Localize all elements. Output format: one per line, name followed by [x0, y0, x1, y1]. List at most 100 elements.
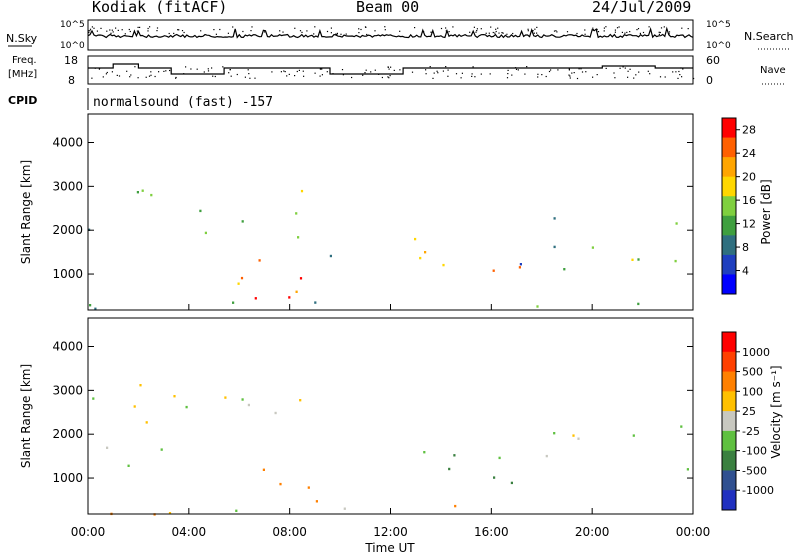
noise-dot — [596, 28, 598, 30]
nave-dot — [378, 73, 380, 75]
colorbar-segment — [722, 371, 736, 392]
nave-dot — [212, 75, 214, 77]
nave-dot — [672, 71, 674, 73]
noise-dot — [576, 32, 578, 35]
colorbar-segment — [722, 430, 736, 452]
freq-panel-frame — [87, 55, 694, 85]
nave-dot — [137, 77, 139, 79]
noise-dot — [490, 26, 492, 28]
noise-dot — [91, 26, 93, 28]
nave-dot — [390, 66, 392, 68]
noise-dot — [330, 32, 332, 34]
nave-dot — [664, 76, 666, 78]
echo-cell — [442, 263, 445, 267]
noise-dot — [340, 33, 342, 35]
echo-cell — [139, 384, 142, 387]
noise-dot — [423, 31, 425, 33]
nave-dot — [183, 73, 185, 75]
noise-dot — [299, 30, 302, 32]
nave-dot — [244, 76, 246, 78]
nave-dot — [314, 72, 316, 74]
noise-dot — [512, 32, 514, 35]
noise-dot — [614, 29, 616, 31]
nave-dot — [228, 72, 230, 74]
beam-title: Beam 00 — [356, 0, 420, 16]
nave-dot — [207, 70, 210, 72]
echo-cell — [297, 236, 300, 239]
noise-dot — [110, 32, 112, 34]
nave-dot — [169, 69, 171, 72]
colorbar-tick-label: 25 — [742, 405, 756, 418]
noise-dot — [121, 29, 123, 31]
nave-dot — [619, 67, 621, 69]
noise-dot — [366, 33, 368, 36]
colorbar-segment — [722, 254, 736, 275]
nave-dot — [569, 75, 571, 77]
noise-dot — [139, 26, 141, 28]
nave-dot — [207, 68, 209, 70]
colorbar-tick-label: 8 — [742, 241, 749, 254]
nave-dot — [248, 73, 250, 75]
x-tick-label: 00:00 — [676, 525, 711, 539]
nave-dot — [283, 70, 285, 72]
nave-dot — [507, 73, 509, 75]
freq-left-tick-top: 18 — [64, 54, 78, 67]
nave-dot — [429, 66, 431, 68]
colorbar-tick-label: -100 — [742, 445, 767, 458]
nave-dot — [302, 70, 304, 72]
noise-dot — [687, 28, 689, 30]
velocity-ylabel: Slant Range [km] — [19, 364, 33, 468]
noise-dot — [264, 31, 266, 33]
noise-dot — [414, 27, 416, 29]
nave-dot — [629, 68, 631, 70]
nave-dot — [649, 73, 651, 75]
noise-dot — [149, 26, 151, 28]
nave-dot — [393, 69, 395, 71]
y-tick-label: 2000 — [52, 223, 83, 237]
nave-dot — [627, 76, 629, 78]
echo-cell — [675, 222, 678, 225]
echo-cell — [247, 403, 250, 407]
noise-dot — [177, 29, 179, 31]
nave-dot — [148, 75, 151, 77]
noise-dot — [618, 26, 620, 28]
noise-panel-frame — [87, 19, 694, 51]
echo-cell — [680, 425, 683, 428]
echo-cell — [279, 482, 282, 486]
nave-dot — [548, 70, 551, 73]
noise-dot — [603, 27, 605, 29]
power-y-ticks: 1000 2000 3000 4000 — [52, 136, 693, 281]
nave-dot — [229, 69, 231, 71]
colorbar-tick-label: 4 — [742, 265, 749, 278]
nave-dot — [303, 75, 305, 77]
nave-dot — [364, 72, 366, 74]
echo-cell — [288, 296, 291, 299]
noise-dot — [313, 33, 315, 35]
nave-dot — [214, 75, 216, 78]
noise-dot — [314, 26, 316, 28]
noise-dot — [336, 33, 338, 36]
echo-cell — [536, 305, 539, 308]
noise-dot — [534, 28, 536, 30]
nave-dot — [91, 77, 93, 79]
noise-dot — [279, 30, 281, 32]
nave-dot — [399, 69, 401, 71]
nave-dot — [175, 77, 177, 79]
nave-dot — [514, 67, 517, 69]
nave-dot — [460, 77, 462, 79]
noise-dot — [492, 31, 494, 34]
noise-left-label: N.Sky — [6, 32, 38, 45]
x-tick-label: 00:00 — [71, 525, 106, 539]
echo-cell — [299, 399, 302, 402]
nave-dot — [526, 66, 528, 68]
nave-dot — [624, 67, 626, 69]
echo-cell — [92, 397, 95, 400]
nave-dot — [585, 71, 587, 73]
echo-cell — [241, 220, 244, 223]
frequency-panel: Freq. [MHz] 18 8 60 0 Nave — [8, 54, 786, 87]
frequency-trace — [88, 63, 693, 75]
noise-panel: N.Sky 10^5 10^0 10^5 10^0 N.Search — [6, 19, 794, 51]
noise-dot — [109, 29, 111, 31]
velocity-colorbar-label: Velocity [m s⁻¹] — [769, 365, 783, 458]
nave-dot — [433, 72, 435, 74]
